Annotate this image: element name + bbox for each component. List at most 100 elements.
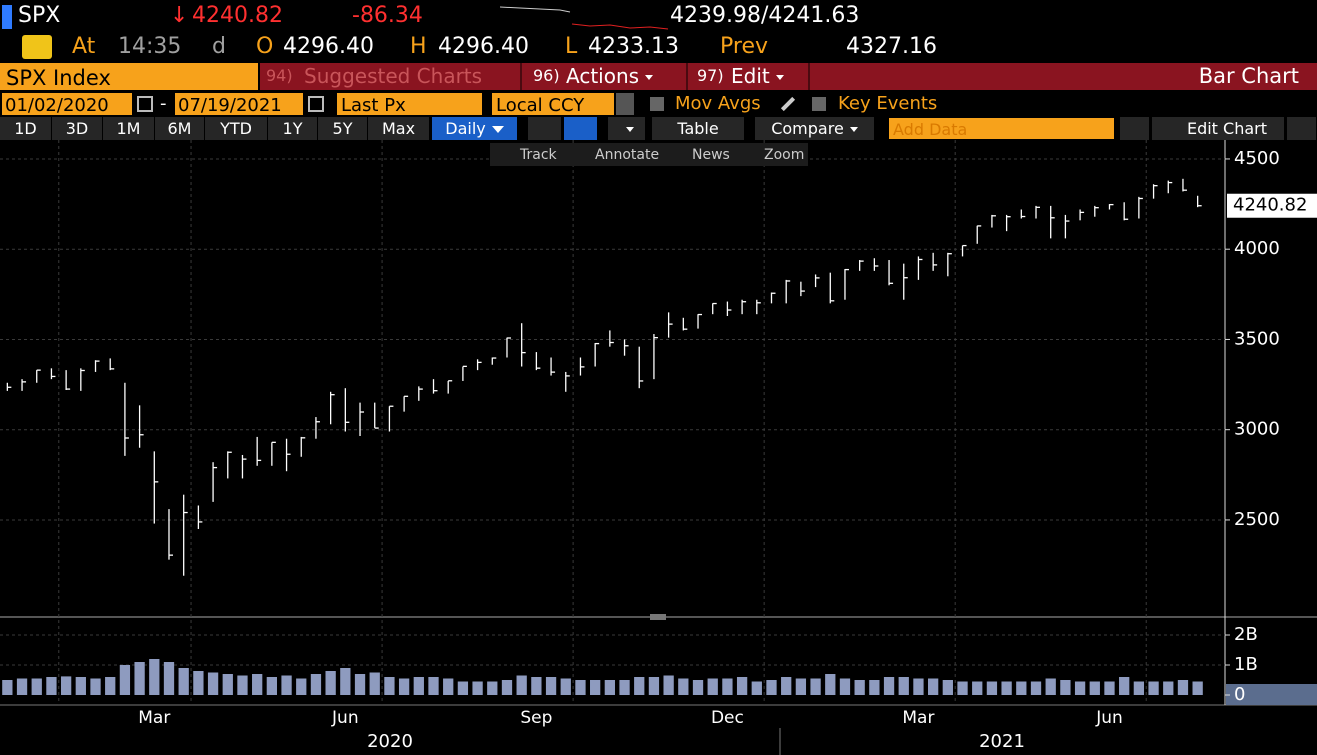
chart-type-dropdown[interactable] xyxy=(608,117,646,140)
table-button[interactable]: Table xyxy=(652,117,745,140)
tool-button[interactable]: Annotate xyxy=(595,147,660,163)
volume-bar xyxy=(957,681,968,695)
field-select[interactable]: Last Px xyxy=(337,93,482,115)
volume-bar xyxy=(1016,681,1027,695)
mov-avgs: Mov Avgs xyxy=(675,93,761,114)
add-data-input[interactable]: Add Data xyxy=(888,117,1115,140)
tool-button[interactable]: Zoom xyxy=(764,147,805,163)
edit-menu[interactable]: Edit xyxy=(731,66,784,86)
compare-button[interactable]: Compare xyxy=(755,117,875,140)
volume-bar xyxy=(854,680,865,695)
volume-bar xyxy=(913,678,924,695)
start-date[interactable]: 01/02/2020 xyxy=(2,93,132,115)
chart: 2500 3000 3500 4000 4500 2B 1B 0 4240.82 Mar Jun Se… xyxy=(0,140,1317,755)
y-tick-label: 3000 xyxy=(1234,419,1280,440)
volume-bar xyxy=(398,678,410,695)
panel-handle xyxy=(650,614,666,620)
prev-label: Prev xyxy=(720,34,768,59)
volume-bar xyxy=(105,677,116,695)
line-chart-button[interactable] xyxy=(528,117,562,140)
speed-icon[interactable] xyxy=(22,35,52,59)
volume-bar xyxy=(678,678,689,695)
sparkline xyxy=(500,6,669,30)
volume-bar xyxy=(634,677,645,695)
pencil-icon[interactable] xyxy=(780,96,796,112)
last-value-box xyxy=(1227,193,1317,218)
volume-bar xyxy=(736,677,748,695)
volume-bar xyxy=(501,680,513,695)
volume-bar xyxy=(472,681,483,695)
volume-bar xyxy=(384,677,395,695)
end-date[interactable]: 07/19/2021 xyxy=(175,93,303,115)
actions-menu[interactable]: Actions xyxy=(566,66,654,86)
y-tick-label: 4000 xyxy=(1234,238,1280,259)
volume-bar xyxy=(648,677,660,695)
volume-bar xyxy=(1192,681,1203,695)
edit: Edit xyxy=(731,64,770,88)
volume-bar xyxy=(707,678,718,695)
volume-bar xyxy=(1074,681,1086,695)
volume-bar xyxy=(766,680,777,695)
volume-bar xyxy=(516,675,527,695)
collapse-button[interactable] xyxy=(1120,117,1150,140)
calendar-icon[interactable] xyxy=(137,96,153,112)
last-volume-box xyxy=(1226,684,1317,705)
range-button[interactable]: Max xyxy=(368,117,430,140)
volume-bar xyxy=(1089,681,1100,695)
x-tick-label: Mar xyxy=(902,708,934,728)
time-unit: d xyxy=(212,34,226,59)
currency-select[interactable]: Local CCY xyxy=(492,93,614,115)
x-group-label: 2020 xyxy=(367,731,413,752)
volume-bar xyxy=(90,678,101,695)
suggested-charts[interactable]: Suggested Charts xyxy=(304,64,483,88)
volume-bar xyxy=(1163,681,1174,695)
separator xyxy=(520,63,522,90)
volume-bar xyxy=(531,677,542,695)
volume-bar xyxy=(1177,680,1189,695)
range-button[interactable]: 1D xyxy=(0,117,52,140)
volume-bar xyxy=(457,681,469,695)
volume-bar xyxy=(869,680,880,695)
volume-bar xyxy=(16,678,28,695)
menu-number: 96) xyxy=(533,66,560,85)
range-button[interactable]: 3D xyxy=(52,117,103,140)
volume-bar xyxy=(46,677,57,695)
volume-bar xyxy=(60,676,72,695)
volume-bar xyxy=(942,680,953,695)
x-tick-label: Jun xyxy=(1095,708,1123,728)
prev: 4327.16 xyxy=(846,34,937,59)
checkbox[interactable] xyxy=(812,97,826,111)
volume-bar xyxy=(560,678,571,695)
calendar-icon[interactable] xyxy=(308,96,324,112)
tool-button[interactable]: News xyxy=(692,147,730,163)
volume-bar xyxy=(927,678,939,695)
security-input[interactable]: SPX Index xyxy=(0,63,258,90)
volume-bar xyxy=(134,662,145,695)
volume-bar xyxy=(1104,681,1115,695)
volume-bar xyxy=(781,677,792,695)
dropdown-button[interactable] xyxy=(616,93,634,115)
volume-bar xyxy=(31,678,42,695)
volume-bar xyxy=(340,668,351,695)
checkbox[interactable] xyxy=(650,97,664,111)
volume-bar xyxy=(604,680,615,695)
range-button[interactable]: 5Y xyxy=(318,117,368,140)
y-tick-label: 0 xyxy=(1234,684,1245,705)
volume-bar xyxy=(751,681,762,695)
tool-button[interactable]: Track xyxy=(520,147,557,163)
volume-bar xyxy=(972,681,983,695)
range-button[interactable]: YTD xyxy=(205,117,268,140)
edit-chart-button[interactable]: Edit Chart xyxy=(1152,117,1285,140)
settings-button[interactable] xyxy=(1287,117,1317,140)
separator xyxy=(808,63,810,90)
volume-bar xyxy=(325,671,336,695)
range-button[interactable]: 1Y xyxy=(268,117,318,140)
range-button[interactable]: 1M xyxy=(103,117,155,140)
open-label: O xyxy=(256,34,274,59)
range-button[interactable]: 6M xyxy=(155,117,205,140)
x-tick-label: Dec xyxy=(711,708,744,728)
volume-bar xyxy=(222,674,233,695)
frequency-button[interactable]: Daily xyxy=(432,117,518,140)
bar-chart-button[interactable] xyxy=(564,117,598,140)
x-tick-label: Mar xyxy=(138,708,170,728)
